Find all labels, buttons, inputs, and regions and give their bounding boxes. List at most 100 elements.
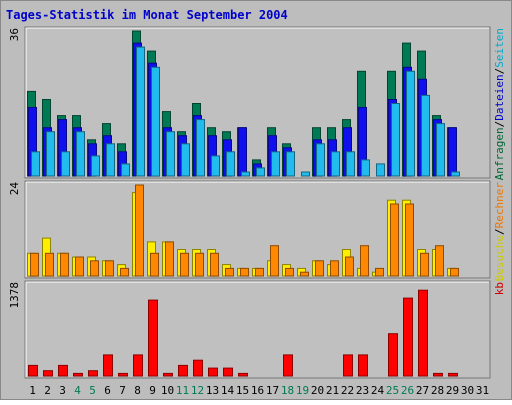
bar-kb-day-4 (73, 372, 83, 377)
bar-rechner-day-10 (165, 241, 174, 277)
bar-kb-day-5 (88, 370, 98, 377)
y-max-label: 24 (8, 182, 21, 196)
panel-middle: 24 Besuche/Rechner (8, 180, 506, 281)
bar-seiten-day-11 (181, 143, 190, 177)
chart-title: Tages-Statistik im Monat September 2004 (6, 8, 288, 22)
bar-seiten-day-22 (346, 151, 355, 177)
bar-seiten-day-13 (211, 155, 220, 177)
bar-rechner-day-21 (330, 260, 339, 277)
bar-seiten-day-7 (121, 163, 130, 177)
x-tick-label-11: 11 (176, 384, 189, 397)
bar-seiten-day-14 (226, 151, 235, 177)
legend-top: Anfragen/Dateien/Seiten (493, 28, 506, 180)
bar-kb-day-28 (433, 372, 443, 377)
bar-kb-day-13 (208, 367, 218, 377)
panels: 36Anfragen/Dateien/Seiten24Besuche/Rechn… (8, 26, 506, 379)
legend-entry: Besuche (493, 235, 506, 281)
bar-seiten-day-2 (46, 131, 55, 177)
x-tick-label-23: 23 (356, 384, 369, 397)
bar-seiten-day-10 (166, 131, 175, 177)
bar-rechner-day-14 (225, 267, 234, 277)
bar-kb-day-29 (448, 372, 458, 377)
x-tick-label-20: 20 (311, 384, 324, 397)
bar-kb-day-9 (148, 299, 158, 377)
x-tick-label-13: 13 (206, 384, 219, 397)
series-kb (28, 289, 458, 377)
bar-rechner-day-4 (75, 256, 84, 277)
x-tick-label-22: 22 (341, 384, 354, 397)
bar-kb-day-2 (43, 370, 53, 377)
bar-seiten-day-29 (451, 171, 460, 177)
bar-rechner-day-3 (60, 252, 69, 277)
x-tick-label-30: 30 (461, 384, 474, 397)
bar-rechner-day-9 (150, 252, 159, 277)
bar-rechner-day-1 (30, 252, 39, 277)
bar-seiten-day-16 (256, 167, 265, 177)
x-tick-label-15: 15 (236, 384, 249, 397)
x-tick-label-9: 9 (149, 384, 156, 397)
x-tick-label-10: 10 (161, 384, 174, 397)
legend-entry: Dateien (493, 74, 506, 120)
bar-rechner-day-26 (405, 203, 414, 277)
panel-bottom: 1378 kb (8, 280, 506, 379)
bar-kb-day-22 (343, 354, 353, 377)
bar-seiten-day-19 (301, 171, 310, 177)
bar-seiten-day-28 (436, 123, 445, 177)
bar-seiten-day-4 (76, 131, 85, 177)
x-tick-label-25: 25 (386, 384, 399, 397)
bar-kb-day-10 (163, 372, 173, 377)
x-tick-label-24: 24 (371, 384, 385, 397)
bar-seiten-day-3 (61, 151, 70, 177)
bar-rechner-day-6 (105, 260, 114, 277)
bar-kb-day-11 (178, 364, 188, 377)
bar-seiten-day-1 (31, 151, 40, 177)
bar-rechner-day-25 (390, 203, 399, 277)
bar-rechner-day-19 (300, 271, 309, 277)
x-tick-label-19: 19 (296, 384, 309, 397)
bar-seiten-day-26 (406, 70, 415, 177)
x-tick-label-6: 6 (104, 384, 111, 397)
bar-seiten-day-27 (421, 94, 430, 177)
bar-kb-day-12 (193, 359, 203, 377)
bar-seiten-day-6 (106, 143, 115, 177)
legend-entry: / (493, 121, 506, 128)
bar-kb-day-15 (238, 372, 248, 377)
x-tick-label-29: 29 (446, 384, 459, 397)
legend-entry: kb (493, 282, 506, 295)
y-max-label: 36 (8, 28, 21, 41)
x-tick-label-31: 31 (476, 384, 489, 397)
bar-rechner-day-27 (420, 252, 429, 277)
bar-seiten-day-23 (361, 159, 370, 177)
bar-rechner-day-5 (90, 260, 99, 277)
bar-kb-day-1 (28, 364, 38, 377)
bar-kb-day-7 (118, 372, 128, 377)
bar-rechner-day-24 (375, 267, 384, 277)
bar-seiten-day-5 (91, 155, 100, 177)
x-tick-label-27: 27 (416, 384, 429, 397)
x-tick-label-5: 5 (89, 384, 96, 397)
bar-seiten-day-9 (151, 66, 160, 177)
bar-seiten-day-8 (136, 46, 145, 177)
bar-rechner-day-16 (255, 267, 264, 277)
bar-rechner-day-2 (45, 252, 54, 277)
legend-entry: Rechner (493, 182, 506, 229)
bar-dateien-day-15 (238, 127, 247, 177)
x-tick-label-21: 21 (326, 384, 339, 397)
bar-seiten-day-25 (391, 103, 400, 177)
x-tick-label-2: 2 (44, 384, 51, 397)
x-tick-label-14: 14 (221, 384, 235, 397)
bar-kb-day-25 (388, 333, 398, 377)
x-tick-label-8: 8 (134, 384, 141, 397)
bar-rechner-day-15 (240, 267, 249, 277)
bar-rechner-day-7 (120, 267, 129, 277)
bar-rechner-day-23 (360, 245, 369, 277)
y-max-label: 1378 (8, 282, 21, 309)
x-tick-label-4: 4 (74, 384, 81, 397)
x-tick-label-16: 16 (251, 384, 264, 397)
bar-rechner-day-8 (135, 184, 144, 277)
x-tick-label-18: 18 (281, 384, 294, 397)
bar-rechner-day-13 (210, 252, 219, 277)
bar-seiten-day-17 (271, 151, 280, 177)
legend-entry: / (493, 228, 506, 235)
